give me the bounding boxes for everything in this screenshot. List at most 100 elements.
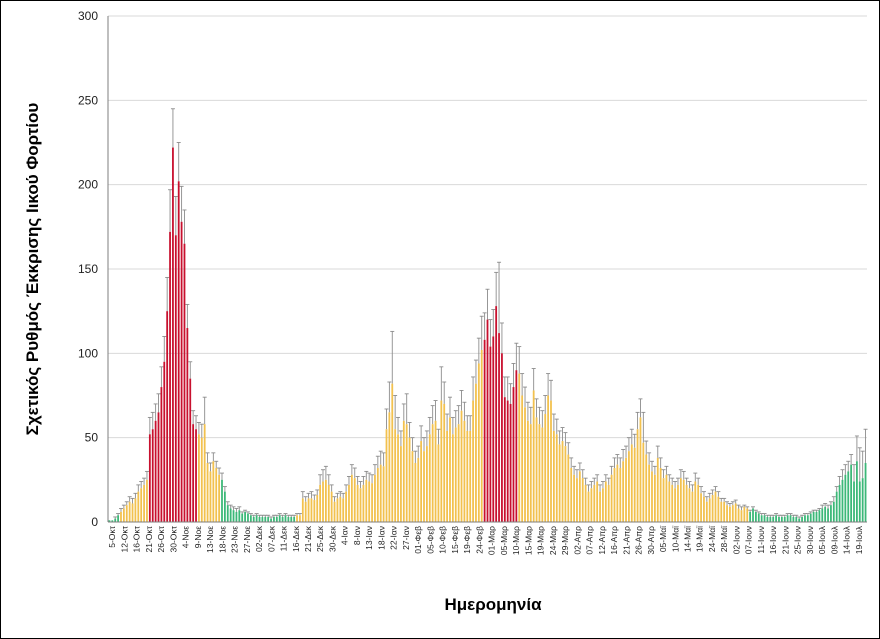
bar — [518, 373, 521, 522]
bar — [610, 474, 613, 522]
bar — [558, 444, 561, 522]
bar — [350, 474, 353, 522]
bar — [310, 498, 313, 522]
bar — [241, 513, 244, 522]
x-tick-label: 27-Ιαν — [401, 526, 411, 550]
x-tick-label: 19-Μαρ — [536, 526, 546, 555]
bar — [460, 410, 463, 522]
bar — [379, 464, 382, 522]
bar — [578, 471, 581, 522]
bar — [769, 516, 772, 522]
bar — [861, 478, 864, 522]
bar — [172, 147, 174, 522]
bar — [345, 491, 347, 522]
bar — [333, 501, 336, 522]
bar — [535, 417, 538, 522]
bar — [475, 383, 477, 522]
bar — [590, 488, 593, 522]
x-tick-label: 12-Οκτ — [119, 525, 129, 552]
x-tick-label: 24-Φεβ — [474, 526, 484, 554]
bar — [602, 488, 604, 522]
bar — [140, 488, 143, 522]
x-tick-label: 05-Ιουλ — [817, 525, 827, 554]
bar — [209, 471, 212, 522]
bar — [679, 478, 682, 522]
bar — [221, 479, 223, 522]
y-tick-label: 200 — [78, 178, 98, 192]
bar — [688, 488, 691, 522]
bar — [832, 501, 835, 522]
x-tick-label: 29-Μαρ — [560, 526, 570, 555]
bar — [550, 400, 552, 522]
bar — [538, 424, 541, 522]
bar — [122, 508, 125, 522]
x-tick-label: 5-Οκτ — [107, 525, 117, 547]
bar — [258, 516, 261, 522]
bar — [806, 515, 809, 522]
bar — [775, 515, 777, 522]
bar — [613, 468, 616, 522]
bar — [593, 484, 596, 522]
bar — [804, 515, 806, 522]
bar — [671, 484, 674, 522]
bar — [752, 508, 754, 522]
bar — [319, 484, 322, 522]
bar — [809, 513, 812, 522]
bar — [786, 515, 789, 522]
bar — [723, 501, 726, 522]
bars — [108, 147, 867, 523]
bar — [639, 417, 642, 522]
bar — [301, 498, 304, 522]
x-tick-label: 16-Οκτ — [132, 525, 142, 552]
bar — [607, 484, 610, 522]
x-tick-label: 14-Μαϊ — [683, 525, 693, 552]
bar — [653, 474, 656, 522]
bar — [850, 464, 853, 522]
bar — [564, 446, 567, 522]
bar — [304, 501, 307, 522]
y-tick-label: 100 — [78, 346, 98, 360]
bar — [604, 481, 607, 522]
bar — [270, 518, 272, 522]
bar — [625, 457, 627, 522]
bar — [749, 511, 752, 522]
bar — [573, 474, 575, 522]
bar — [388, 412, 391, 522]
bar — [547, 395, 549, 522]
bar — [705, 501, 708, 522]
bar — [143, 484, 145, 522]
bar — [423, 451, 425, 522]
bar — [700, 493, 702, 522]
bar — [815, 511, 818, 522]
bar — [622, 461, 625, 522]
bar — [131, 503, 134, 522]
bar — [818, 510, 821, 522]
bar — [503, 397, 506, 522]
x-tick-label: 24-Μαρ — [548, 526, 558, 555]
x-tick-label: 05-Φεβ — [425, 526, 435, 554]
bar — [734, 503, 737, 522]
bar — [778, 516, 780, 522]
x-tick-label: 22-Ιαν — [389, 526, 399, 550]
bar — [541, 427, 544, 522]
bar — [247, 513, 249, 522]
bar — [189, 378, 192, 522]
bar — [128, 501, 131, 522]
x-tick-label: 21-Ιουν — [780, 526, 790, 554]
bar — [677, 484, 679, 522]
bar — [394, 429, 397, 522]
y-axis-title: Σχετικός Ρυθμός Έκκρισης Ιικού Φορτίου — [23, 103, 42, 436]
bar — [342, 498, 345, 522]
bar — [163, 361, 166, 522]
bar — [561, 441, 564, 522]
bar — [232, 510, 235, 522]
bar — [267, 516, 270, 522]
x-tick-label: 11-Δεκ — [279, 525, 289, 551]
bar — [371, 483, 373, 522]
x-tick-label: 4-Ιαν — [340, 526, 350, 545]
bar — [469, 430, 472, 522]
bar — [760, 515, 763, 522]
bar — [177, 181, 180, 523]
bar — [226, 505, 229, 522]
